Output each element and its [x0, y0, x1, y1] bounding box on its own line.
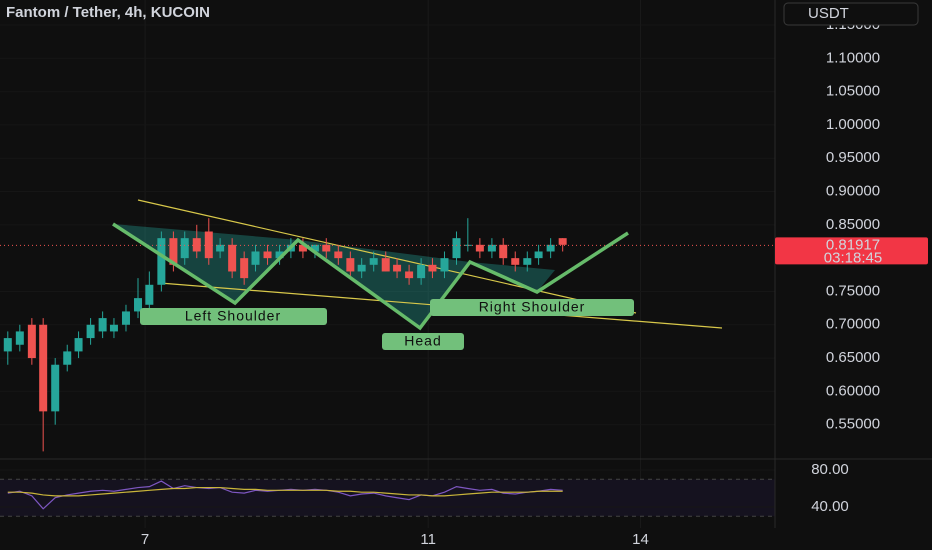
label-box [140, 308, 327, 325]
label-box [430, 299, 634, 316]
last-price: 0.81917 [826, 236, 880, 253]
candle-body [369, 258, 378, 265]
candle-body [487, 244, 496, 252]
candle-body [15, 331, 24, 345]
candle-body [475, 244, 484, 252]
candle-body [27, 324, 36, 359]
rsi-band [0, 479, 775, 517]
candle-body [86, 324, 95, 339]
pattern-line: Left Shoulder Head Right Shoulder [112, 222, 634, 350]
annotation: Right Shoulder [479, 299, 586, 315]
candle-body [134, 298, 143, 312]
candle-body [63, 351, 72, 365]
x-tick-label: 7 [141, 531, 149, 548]
y-tick-label: 0.95000 [826, 149, 880, 166]
y-tick-label: 40.00 [811, 498, 849, 515]
annotation: Head [404, 333, 441, 349]
chart-title: Fantom / Tether, 4h, KUCOIN [6, 4, 210, 21]
y-tick-label: 0.55000 [826, 416, 880, 433]
candle-body [440, 258, 449, 272]
candle-body [216, 244, 225, 252]
x-tick-label: 14 [632, 531, 649, 548]
candle-body [322, 244, 331, 252]
y-tick-label: 1.00000 [826, 116, 880, 133]
head-shoulders-line [112, 222, 629, 331]
y-tick-label: 0.90000 [826, 182, 880, 199]
y-tick-label: 1.05000 [826, 83, 880, 100]
annotation: Left Shoulder [185, 308, 281, 324]
candle-body [251, 251, 260, 265]
candle-body [169, 238, 178, 265]
candle-body [98, 318, 107, 332]
candle-body [428, 264, 437, 272]
y-tick-label: 0.65000 [826, 349, 880, 366]
candle-body [298, 244, 307, 252]
candle-body [145, 284, 154, 305]
candle-body [204, 231, 213, 259]
label-box [382, 333, 464, 350]
candle-body [499, 244, 508, 259]
candle-body [157, 238, 166, 285]
currency-button[interactable] [783, 2, 919, 26]
currency-label[interactable]: USDT [808, 5, 849, 22]
y-tick-label: 80.00 [811, 461, 849, 478]
x-tick-label: 11 [420, 531, 436, 548]
rsi-line [7, 486, 563, 497]
y-tick-label: 0.75000 [826, 282, 880, 299]
candle-body [334, 251, 343, 259]
candle-body [51, 364, 60, 412]
candle-body [240, 258, 249, 279]
candle-body [121, 311, 130, 325]
candle-body [346, 258, 355, 272]
candle-body [192, 238, 201, 252]
candle-body [39, 324, 48, 412]
candle-body [511, 258, 520, 265]
candle-body [275, 251, 284, 259]
y-tick-label: 0.70000 [826, 316, 880, 333]
candle-body [452, 238, 461, 259]
candle-body [74, 338, 83, 352]
countdown: 03:18:45 [824, 249, 882, 266]
candle-body [534, 251, 543, 259]
candle-body [228, 244, 237, 272]
trend-line [137, 199, 637, 314]
candle-body [558, 238, 567, 245]
pattern-fill [298, 240, 470, 328]
candle-body [357, 264, 366, 272]
candle-body [463, 244, 472, 246]
y-tick-label: 1.10000 [826, 49, 880, 66]
y-tick-label: 0.60000 [826, 382, 880, 399]
candle-body [3, 338, 12, 352]
last-price-box [775, 237, 928, 265]
y-tick-label: 0.85000 [826, 216, 880, 233]
candle-body [405, 271, 414, 279]
candle-body [381, 258, 390, 272]
candle-body [393, 264, 402, 272]
candle-body [180, 238, 189, 259]
candle-body [546, 244, 555, 252]
candle-body [109, 324, 118, 332]
candle-body [417, 264, 426, 279]
pattern-fill [470, 262, 555, 292]
candle-body [310, 244, 319, 252]
candle-body [523, 258, 532, 265]
candle-body [263, 251, 272, 259]
